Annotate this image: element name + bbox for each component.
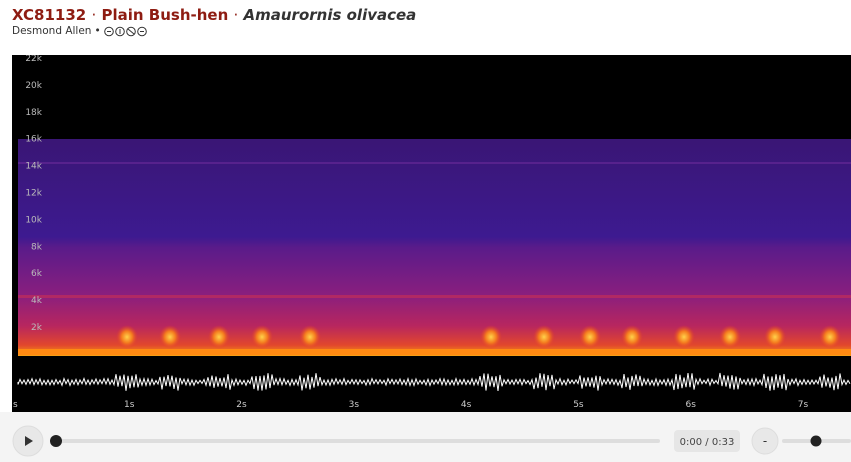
band	[18, 295, 851, 298]
spectrogram: 22k 20k 18k 16k 14k 12k 10k 8k 6k 4k 2k s 1s 2s 3s 4s 5…	[12, 55, 851, 412]
frequency-label: 4k	[31, 296, 43, 306]
play-button[interactable]	[12, 425, 44, 457]
low-band	[18, 349, 851, 355]
header: XC81132 · Plain Bush-hen · Amaurornis ol…	[12, 6, 416, 37]
frequency-label: 20k	[25, 81, 42, 91]
zoom-out-button[interactable]: -	[751, 427, 779, 455]
call	[764, 325, 786, 349]
frequency-label: 12k	[25, 189, 42, 199]
common-name: Plain Bush-hen	[101, 6, 229, 24]
spectrum	[18, 139, 851, 356]
seek-knob[interactable]	[50, 435, 62, 447]
byline: Desmond Allen •	[12, 25, 416, 37]
frequency-label: 18k	[25, 108, 42, 118]
time-box	[674, 430, 740, 452]
time-label: 1s	[124, 400, 135, 410]
time-label: 6s	[686, 400, 697, 410]
frequency-label: 2k	[31, 323, 43, 333]
time-axis: s 1s 2s 3s 4s 5s 6s 7s	[13, 400, 809, 410]
separator: ·	[91, 6, 97, 24]
call	[533, 325, 555, 349]
time-display: 0:00 / 0:33	[680, 437, 735, 448]
call	[116, 325, 138, 349]
call	[719, 325, 741, 349]
call	[819, 325, 841, 349]
author: Desmond Allen	[12, 25, 92, 37]
time-label: 4s	[461, 400, 472, 410]
scientific-name: Amaurornis olivacea	[243, 6, 417, 24]
zoom-out-label: -	[763, 434, 767, 448]
frequency-label: 16k	[25, 135, 42, 145]
zoom-knob[interactable]	[810, 435, 822, 447]
call	[208, 325, 230, 349]
frequency-label: 10k	[25, 215, 42, 225]
call	[579, 325, 601, 349]
player: 0:00 / 0:33 -	[0, 412, 851, 462]
call	[251, 325, 273, 349]
license-icons	[103, 26, 147, 36]
recording-title: XC81132 · Plain Bush-hen · Amaurornis ol…	[12, 6, 416, 24]
time-label: 5s	[573, 400, 584, 410]
time-label: 3s	[349, 400, 360, 410]
calls	[116, 325, 841, 349]
frequency-label: 6k	[31, 269, 43, 279]
time-label: 7s	[798, 400, 809, 410]
separator: ·	[233, 6, 239, 24]
seek-track[interactable]	[55, 439, 660, 443]
band	[18, 162, 851, 164]
time-label: 2s	[236, 400, 247, 410]
call	[480, 325, 502, 349]
frequency-axis: 22k 20k 18k 16k 14k 12k 10k 8k 6k 4k 2k	[25, 55, 42, 333]
call	[159, 325, 181, 349]
call	[621, 325, 643, 349]
time-label: s	[13, 400, 18, 410]
waveform	[17, 372, 851, 391]
waveform-line	[17, 372, 851, 391]
recording-id: XC81132	[12, 6, 87, 24]
frequency-label: 14k	[25, 162, 42, 172]
frequency-label: 22k	[25, 55, 42, 64]
frequency-label: 8k	[31, 242, 43, 252]
call	[299, 325, 321, 349]
byline-separator: •	[94, 25, 101, 37]
call	[673, 325, 695, 349]
